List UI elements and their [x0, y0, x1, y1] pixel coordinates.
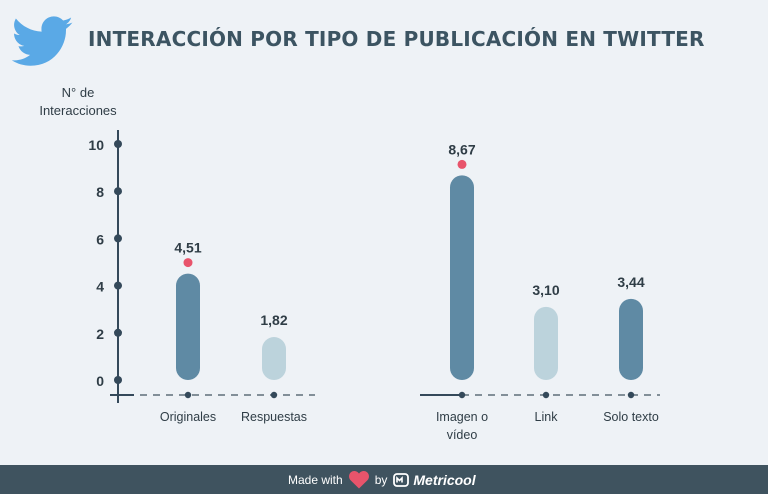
metricool-brand-name: Metricool [413, 471, 476, 488]
metricool-brand[interactable]: Metricool [393, 471, 476, 488]
y-tick-dot [114, 281, 122, 290]
bar-chart: 0 2 4 6 8 10 4,51 Originales 1,82 Respuestas 8,67 I… [88, 130, 660, 442]
y-tick-label: 0 [96, 373, 104, 389]
footer: Made with by Metricool [0, 465, 768, 494]
category-label: vídeo [447, 428, 478, 442]
y-tick-label: 8 [96, 184, 104, 200]
category-label: Imagen o [436, 410, 488, 424]
category-label: Respuestas [241, 410, 307, 424]
x-tick-dot [458, 391, 466, 399]
heart-icon [348, 470, 369, 488]
x-tick-dot [270, 391, 278, 399]
y-tick-label: 10 [88, 137, 104, 153]
data-label: 3,10 [532, 282, 559, 298]
data-label: 8,67 [448, 141, 475, 157]
bar [450, 175, 474, 380]
by-text: by [374, 472, 388, 487]
bar [262, 337, 286, 380]
y-axis-label: N° de Interacciones [28, 84, 128, 120]
x-tick-dot [542, 391, 550, 399]
twitter-bird-icon [12, 16, 73, 66]
y-tick-dot [114, 187, 122, 196]
data-label: 3,44 [617, 274, 644, 290]
category-label: Link [535, 410, 559, 424]
y-axis-label-line-2: Interacciones [39, 103, 117, 118]
data-label: 4,51 [174, 240, 201, 256]
chart-title: INTERACCIÓN POR TIPO DE PUBLICACIÓN EN T… [88, 27, 705, 51]
y-tick-label: 2 [96, 326, 104, 342]
made-with-text: Made with [288, 472, 343, 487]
highlight-marker [457, 159, 467, 169]
bar [619, 298, 643, 380]
x-tick-dot [184, 391, 192, 399]
y-tick-label: 6 [96, 231, 104, 247]
x-tick-dot [627, 391, 635, 399]
category-label: Solo texto [603, 410, 659, 424]
y-tick-dot [114, 234, 122, 243]
data-label: 1,82 [260, 312, 287, 328]
y-tick-label: 4 [96, 279, 104, 295]
y-tick-dot [114, 140, 122, 148]
metricool-logo-icon [393, 472, 410, 487]
footer-credit: Made with by Metricool [288, 465, 476, 494]
header: INTERACCIÓN POR TIPO DE PUBLICACIÓN EN T… [0, 0, 768, 80]
category-label: Originales [160, 410, 216, 424]
y-tick-dot [114, 376, 122, 384]
bar [176, 273, 200, 380]
bar [534, 306, 558, 380]
highlight-marker [183, 258, 193, 268]
y-axis-label-line-1: N° de [61, 85, 95, 100]
y-tick-dot [114, 328, 122, 337]
